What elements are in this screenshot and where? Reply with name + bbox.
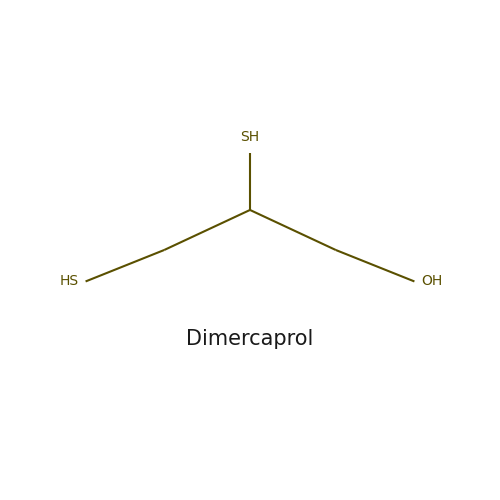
- Text: SH: SH: [240, 130, 260, 144]
- Text: OH: OH: [422, 274, 443, 288]
- Text: HS: HS: [60, 274, 78, 288]
- Text: Dimercaprol: Dimercaprol: [186, 328, 314, 348]
